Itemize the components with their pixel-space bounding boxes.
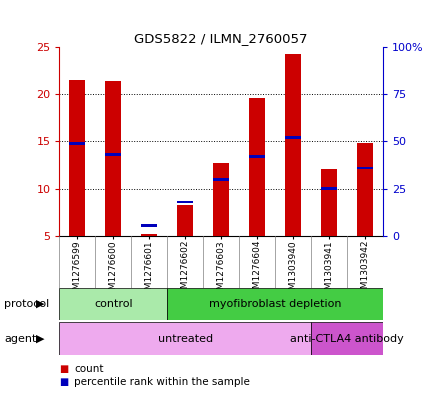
Text: anti-CTLA4 antibody: anti-CTLA4 antibody bbox=[290, 334, 404, 343]
Text: GSM1276600: GSM1276600 bbox=[109, 240, 118, 301]
Text: GSM1276604: GSM1276604 bbox=[253, 240, 261, 301]
Text: untreated: untreated bbox=[158, 334, 213, 343]
Text: GSM1276602: GSM1276602 bbox=[181, 240, 190, 301]
Bar bbox=[105, 153, 121, 156]
Bar bbox=[357, 143, 373, 236]
Bar bbox=[105, 81, 121, 236]
Bar bbox=[141, 234, 158, 236]
Bar bbox=[59, 288, 167, 320]
Text: GSM1276599: GSM1276599 bbox=[73, 240, 82, 301]
Bar bbox=[249, 155, 265, 158]
Text: myofibroblast depletion: myofibroblast depletion bbox=[209, 299, 341, 309]
Bar bbox=[167, 288, 383, 320]
Bar bbox=[249, 98, 265, 236]
Bar bbox=[69, 80, 85, 236]
Text: GSM1303941: GSM1303941 bbox=[324, 240, 334, 301]
Bar bbox=[321, 169, 337, 236]
Text: ▶: ▶ bbox=[36, 299, 44, 309]
Bar bbox=[213, 163, 229, 236]
Bar bbox=[311, 322, 383, 355]
Text: GSM1303940: GSM1303940 bbox=[289, 240, 297, 301]
Bar bbox=[213, 178, 229, 180]
Bar bbox=[69, 142, 85, 145]
Text: ■: ■ bbox=[59, 377, 69, 387]
Bar bbox=[59, 322, 311, 355]
Bar bbox=[141, 224, 158, 227]
Bar bbox=[285, 54, 301, 236]
Text: GSM1303942: GSM1303942 bbox=[360, 240, 369, 301]
Text: count: count bbox=[74, 364, 103, 374]
Text: agent: agent bbox=[4, 334, 37, 343]
Text: GSM1276603: GSM1276603 bbox=[216, 240, 226, 301]
Bar bbox=[357, 167, 373, 169]
Title: GDS5822 / ILMN_2760057: GDS5822 / ILMN_2760057 bbox=[134, 31, 308, 44]
Bar bbox=[285, 136, 301, 139]
Text: ▶: ▶ bbox=[36, 334, 44, 343]
Bar bbox=[177, 200, 193, 203]
Text: control: control bbox=[94, 299, 132, 309]
Text: GSM1276601: GSM1276601 bbox=[145, 240, 154, 301]
Bar bbox=[177, 205, 193, 236]
Text: percentile rank within the sample: percentile rank within the sample bbox=[74, 377, 250, 387]
Bar bbox=[321, 187, 337, 190]
Text: protocol: protocol bbox=[4, 299, 50, 309]
Text: ■: ■ bbox=[59, 364, 69, 374]
